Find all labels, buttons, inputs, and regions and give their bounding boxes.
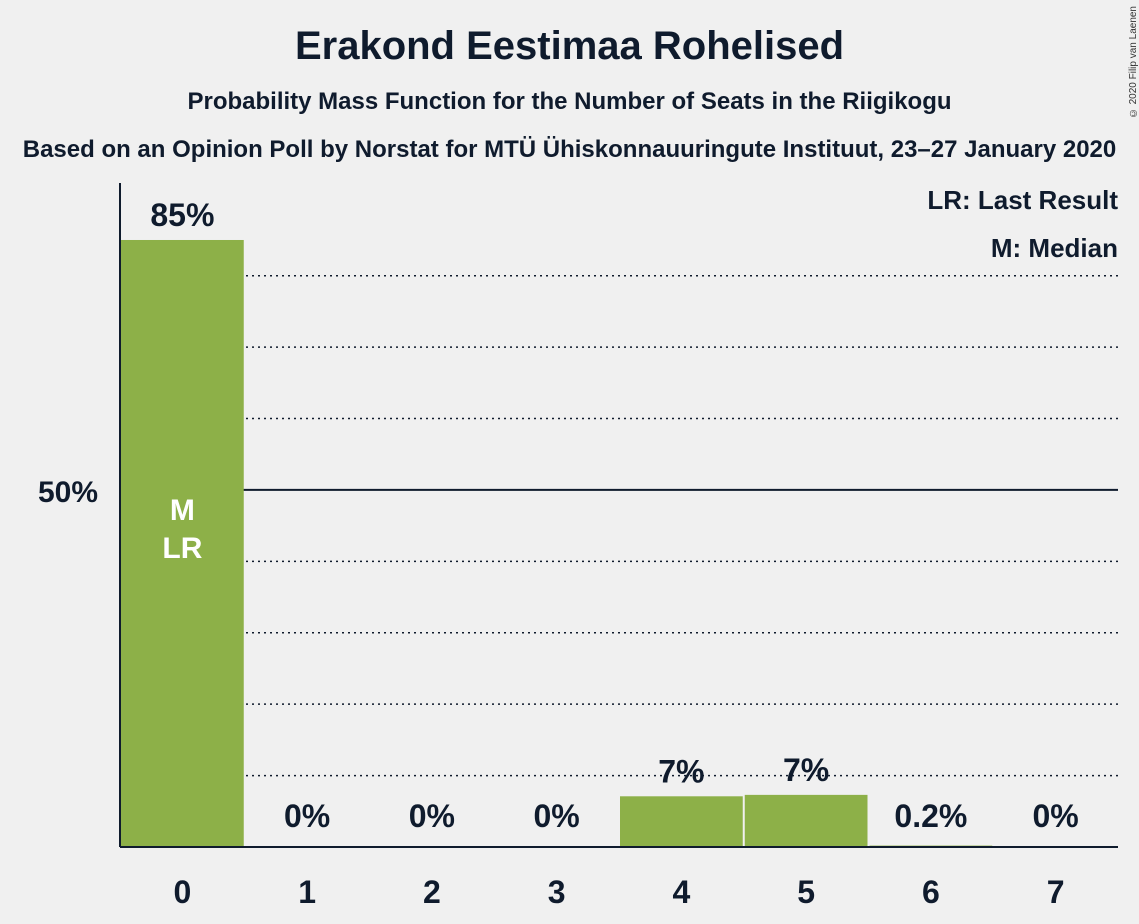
labels: 85% M LR 0 0% 1 0% 2 0% 3 7% 4 7% 5 0.2% 6 0% 7 [150, 197, 1078, 910]
chart-source: Based on an Opinion Poll by Norstat for … [22, 136, 1117, 163]
x-tick-label: 0 [173, 874, 191, 910]
bar [620, 796, 743, 847]
legend-last-result: LR: Last Result [927, 185, 1118, 215]
bar-value-label: 0% [1033, 798, 1079, 834]
chart-title: Erakond Eestimaa Rohelised [294, 24, 845, 68]
chart-subtitle: Probability Mass Function for the Number… [187, 88, 952, 115]
x-tick-label: 3 [548, 874, 566, 910]
x-tick-label: 2 [423, 874, 441, 910]
x-tick-label: 1 [298, 874, 316, 910]
bar-value-label: 85% [150, 197, 214, 233]
x-tick-label: 4 [672, 874, 690, 910]
bar-value-label: 7% [783, 752, 829, 788]
bars [121, 239, 993, 847]
bar-value-label: 0% [534, 798, 580, 834]
bar [744, 794, 868, 847]
bar-value-label: 0% [284, 798, 330, 834]
gridlines: 50% [38, 274, 1118, 777]
bar-value-label: 7% [658, 753, 704, 789]
legend-median: M: Median [991, 233, 1118, 263]
x-tick-label: 7 [1047, 874, 1065, 910]
bar [121, 239, 244, 847]
x-tick-label: 6 [922, 874, 940, 910]
bar-value-label: 0.2% [894, 798, 967, 834]
x-tick-label: 5 [797, 874, 815, 910]
y-tick-label: 50% [38, 476, 98, 509]
bar-annotation: LR [162, 532, 202, 565]
bar-annotation: M [170, 494, 195, 527]
bar-value-label: 0% [409, 798, 455, 834]
